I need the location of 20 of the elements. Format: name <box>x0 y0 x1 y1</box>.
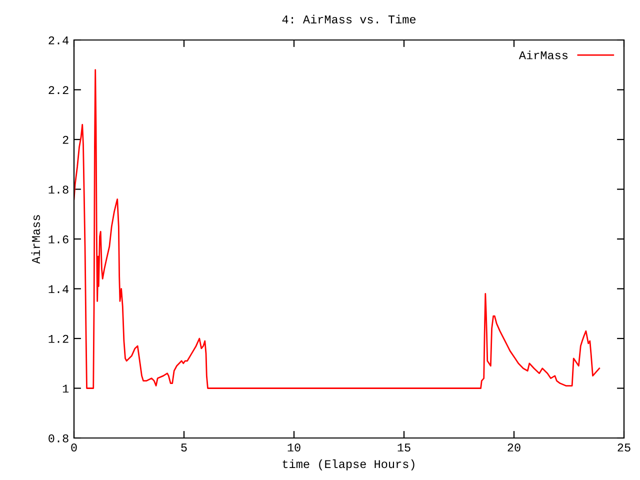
chart-title: 4: AirMass vs. Time <box>282 14 416 24</box>
y-tick-label: 0.8 <box>48 434 68 442</box>
x-tick-label: 25 <box>618 444 630 452</box>
y-tick-label: 1.6 <box>48 235 68 244</box>
y-tick-label: 1.2 <box>48 334 68 343</box>
legend-label: AirMass <box>518 50 568 60</box>
y-axis-title: AirMass <box>31 215 40 264</box>
x-tick-label: 10 <box>288 444 300 452</box>
x-tick-label: 5 <box>181 444 187 452</box>
y-tick-label: 1.4 <box>48 285 69 294</box>
x-tick-label: 0 <box>71 444 77 452</box>
y-tick-label: 1 <box>62 384 69 393</box>
y-tick-label: 2.2 <box>48 86 68 94</box>
x-tick-label: 15 <box>398 444 410 452</box>
line-series <box>74 69 600 389</box>
y-tick-label: 2 <box>62 136 68 144</box>
x-axis-title: time (Elapse Hours) <box>282 459 414 470</box>
y-tick-label: 2.4 <box>48 36 69 44</box>
y-tick-label: 1.8 <box>48 186 68 194</box>
x-tick-label: 20 <box>508 444 520 452</box>
